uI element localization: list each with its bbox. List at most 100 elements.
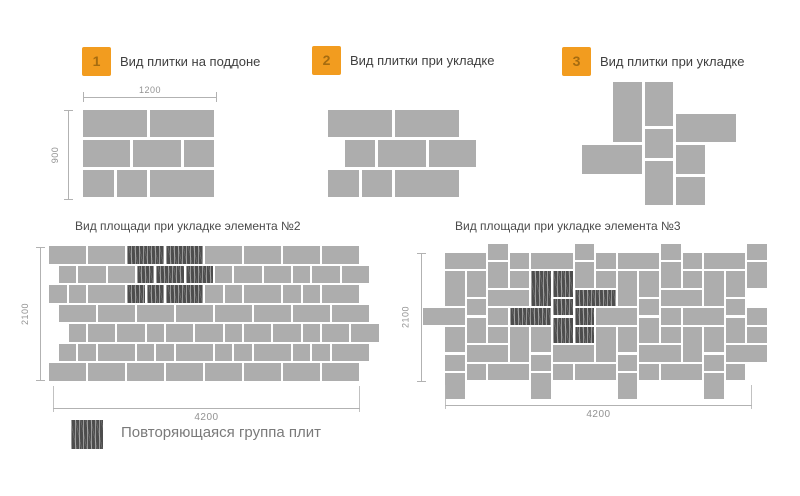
tile — [644, 129, 673, 158]
tile — [596, 326, 616, 362]
repeat-group-tile — [127, 246, 164, 264]
tile — [466, 299, 487, 316]
tile — [322, 285, 359, 303]
tile — [661, 243, 681, 261]
area-2-height-dimension-tick-bottom — [36, 380, 45, 381]
tile — [49, 246, 86, 264]
area-2-title: Вид площади при укладке элемента №2 — [75, 219, 301, 233]
repeat-group-tile — [136, 265, 155, 283]
tile — [644, 160, 673, 206]
tile — [423, 308, 465, 325]
tile — [445, 354, 465, 371]
tile — [661, 289, 703, 307]
area-2-height-dimension-label: 2100 — [20, 302, 30, 326]
tile — [488, 308, 508, 325]
step-3-badge: 3 — [562, 47, 591, 76]
tile — [175, 304, 213, 322]
tile — [617, 372, 638, 399]
tile — [704, 354, 724, 371]
tile — [341, 265, 369, 283]
tile — [175, 343, 213, 361]
tile — [344, 140, 376, 167]
repeat-group-tile — [574, 289, 616, 307]
tile — [509, 271, 530, 288]
tile — [676, 176, 705, 205]
tile — [725, 345, 767, 362]
area-2-height-dimension-tick-top — [36, 247, 45, 248]
step-2-number: 2 — [322, 52, 331, 68]
step-2-title: Вид плитки при укладке — [350, 53, 495, 68]
tile — [682, 326, 703, 362]
tile — [83, 140, 131, 167]
tile — [445, 253, 487, 270]
tile — [205, 363, 242, 381]
tile — [107, 265, 135, 283]
tile — [596, 253, 616, 270]
tile — [639, 299, 659, 316]
repeat-group-tile — [574, 326, 595, 344]
tile — [725, 317, 746, 344]
step-1-badge: 1 — [82, 47, 111, 76]
pallet-height-dimension-line — [68, 110, 69, 200]
tile — [676, 145, 705, 174]
tile — [253, 343, 291, 361]
tile — [395, 110, 460, 137]
repeat-group-tile — [185, 265, 213, 283]
tile — [445, 271, 465, 307]
tile — [195, 324, 223, 342]
area-3-width-dimension-line — [445, 405, 752, 406]
tile — [97, 304, 135, 322]
pallet-width-dimension-tick-left — [83, 92, 84, 102]
tile — [676, 113, 736, 142]
tile — [146, 324, 164, 342]
tile — [661, 326, 681, 344]
tile — [639, 271, 659, 298]
tile — [283, 285, 301, 303]
tile — [639, 317, 659, 344]
tile — [531, 372, 551, 399]
tile — [292, 265, 311, 283]
tile — [704, 271, 724, 307]
tile — [488, 363, 530, 381]
tile — [302, 324, 320, 342]
tile — [58, 265, 77, 283]
tile — [68, 324, 86, 342]
tile — [445, 326, 465, 353]
tile — [166, 363, 203, 381]
tile — [704, 372, 724, 399]
area-2-width-dimension-line — [53, 408, 360, 409]
tile — [166, 324, 194, 342]
area-3-height-dimension-line — [421, 253, 422, 382]
tile — [378, 140, 426, 167]
tile — [682, 308, 724, 325]
tile — [292, 304, 330, 322]
tile — [302, 285, 320, 303]
pallet-height-dimension-tick-top — [64, 110, 73, 111]
tile — [117, 324, 145, 342]
tile — [244, 324, 272, 342]
tile — [361, 170, 393, 197]
step-2-badge: 2 — [312, 46, 341, 75]
tile — [331, 304, 369, 322]
tile — [322, 324, 350, 342]
pallet-height-dimension-tick-bottom — [64, 199, 73, 200]
repeat-group-tile — [531, 271, 551, 307]
tile — [596, 271, 616, 288]
tile — [574, 243, 595, 261]
tile — [283, 363, 320, 381]
repeat-group-tile — [166, 246, 203, 264]
tile — [136, 343, 155, 361]
tile — [747, 308, 767, 325]
repeat-group-tile — [156, 265, 184, 283]
tile — [214, 343, 233, 361]
tile — [312, 265, 340, 283]
pallet-height-dimension-label: 900 — [50, 146, 60, 164]
tile — [613, 82, 642, 142]
area-3-width-extension-left — [445, 385, 446, 409]
repeat-group-tile — [509, 308, 551, 325]
tile — [351, 324, 379, 342]
tile — [725, 299, 746, 316]
tile — [488, 262, 508, 288]
tile — [244, 246, 281, 264]
step-3-title: Вид плитки при укладке — [600, 54, 745, 69]
